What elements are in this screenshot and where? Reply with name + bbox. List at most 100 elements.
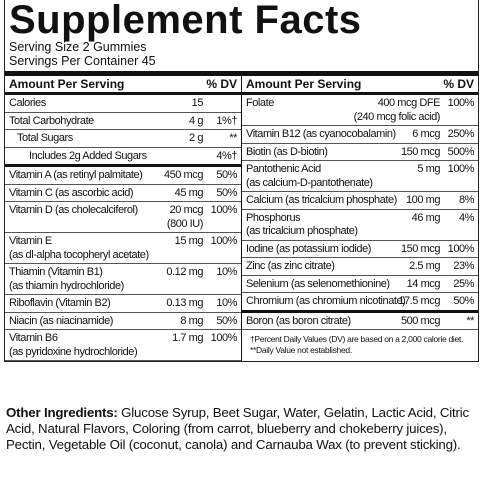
name-line: Calcium (as tricalcium phosphate) <box>246 194 397 206</box>
amount-line: 400 mcg DFE <box>377 97 441 109</box>
header-dv: % DV <box>443 77 474 91</box>
name-line: Vitamin D (as cholecalciferol) <box>9 204 138 216</box>
name-line: Vitamin B6 <box>9 332 58 344</box>
nutrient-name: Niacin (as niacinamide) <box>9 315 177 329</box>
nutrient-amount: 14 mcg <box>404 277 441 292</box>
amount-line: 46 mg <box>411 211 441 224</box>
nutrient-amount: 2.5 mg <box>406 260 440 274</box>
nutrient-amount: 500 mcg <box>398 315 440 329</box>
nutrient-row: Folate 400 mcg DFE (240 mcg folic acid) 100… <box>242 95 478 126</box>
nutrient-row: Chromium (as chromium nicotinate) 17.5 mc… <box>242 293 478 313</box>
nutrient-name: Riboflavin (Vitamin B2) <box>9 297 163 311</box>
nutrient-dv: 8% <box>440 194 474 208</box>
amount-line: 45 mg <box>174 186 204 199</box>
nutrient-name: Vitamin D (as cholecalciferol) <box>9 204 164 231</box>
name-line: (as pyridoxine hydrochloride) <box>9 345 138 358</box>
dv-value: 4%† <box>216 149 237 162</box>
nutrient-dv: 100% <box>203 204 238 231</box>
nutrient-amount: 45 mg <box>172 186 204 201</box>
nutrient-row: Pantothenic Acid (as calcium-D-pantothena… <box>242 161 478 192</box>
nutrient-name: Calcium (as tricalcium phosphate) <box>246 194 403 208</box>
nutrient-amount: 0.12 mg <box>163 266 203 293</box>
nutrient-columns: Amount Per Serving % DV Calories 15 Total Ca… <box>5 76 478 361</box>
amount-line: 150 mcg <box>400 242 440 255</box>
nutrient-row: Vitamin C (as ascorbic acid) 45 mg 50% <box>5 185 241 202</box>
nutrient-name: Phosphorus (as tricalcium phosphate) <box>246 212 409 239</box>
amount-line: 8 mg <box>180 314 203 327</box>
nutrient-amount: 5 mg <box>414 163 440 190</box>
nutrient-name: Biotin (as D-biotin) <box>246 146 398 160</box>
nutrient-row: Selenium (as selenomethionine) 14 mcg 25% <box>242 276 478 293</box>
nutrient-name: Selenium (as selenomethionine) <box>246 278 404 292</box>
dv-value: 50% <box>216 314 237 327</box>
nutrient-amount: 15 mg <box>172 235 204 262</box>
dv-value: 25% <box>453 277 474 290</box>
nutrient-amount: 150 mcg <box>398 146 440 160</box>
nutrient-row: Iodine (as potassium iodide) 150 mcg 100% <box>242 241 478 258</box>
dv-value: 10% <box>216 297 237 309</box>
nutrient-amount: 15 <box>189 97 204 111</box>
name-line: Phosphorus <box>246 211 301 224</box>
nutrient-amount: 17.5 mcg <box>395 295 440 309</box>
amount-line: 0.13 mg <box>166 297 203 309</box>
footnote: †Percent Daily Values (DV) are based on … <box>250 334 464 344</box>
nutrient-dv: 100% <box>203 332 238 359</box>
nutrient-name: Thiamin (Vitamin B1) (as thiamin hydrochl… <box>9 266 163 293</box>
nutrient-dv: 1%† <box>203 115 237 129</box>
amount-line: 14 mcg <box>406 277 441 290</box>
dv-value: 10% <box>216 266 237 278</box>
amount-line: 2.5 mg <box>409 260 440 272</box>
nutrient-amount: 46 mg <box>409 211 441 239</box>
name-line: Zinc (as zinc citrate) <box>246 260 335 272</box>
nutrient-row: Vitamin B6 (as pyridoxine hydrochloride) 1… <box>5 330 241 361</box>
dv-value: 100% <box>210 332 238 344</box>
nutrient-row: Calcium (as tricalcium phosphate) 100 mg 8… <box>242 192 478 210</box>
dv-value: 500% <box>447 145 475 158</box>
dv-value: 100% <box>210 204 238 216</box>
amount-line: 0.12 mg <box>166 266 203 278</box>
nutrient-row: Phosphorus (as tricalcium phosphate) 46 mg… <box>242 210 478 241</box>
nutrient-amount: 0.13 mg <box>163 297 203 311</box>
dv-value: 1%† <box>216 114 237 127</box>
nutrient-name: Includes 2g Added Sugars <box>9 150 200 164</box>
dv-value: 100% <box>447 242 475 255</box>
dv-value: 100% <box>447 97 475 109</box>
name-line: Vitamin C (as ascorbic acid) <box>9 186 134 199</box>
nutrient-amount: 4 g <box>186 115 203 129</box>
nutrient-name: Iodine (as potassium iodide) <box>246 243 398 257</box>
nutrient-name: Boron (as boron citrate) <box>246 315 398 329</box>
dv-value: ** <box>229 132 237 144</box>
name-line: (as calcium-D-pantothenate) <box>246 176 373 189</box>
nutrient-name: Total Sugars <box>9 132 186 146</box>
dv-value: 8% <box>459 194 474 206</box>
nutrient-row: Calories 15 <box>5 95 241 113</box>
nutrient-name: Vitamin B6 (as pyridoxine hydrochloride) <box>9 332 169 359</box>
nutrient-dv: 100% <box>440 163 475 190</box>
nutrient-amount: 6 mcg <box>409 128 440 142</box>
name-line: (as dl-alpha tocopheryl acetate) <box>9 248 149 261</box>
dv-value: 23% <box>453 260 474 272</box>
dv-value: 100% <box>447 163 475 175</box>
nutrient-row: Includes 2g Added Sugars 4%† <box>5 148 241 167</box>
name-line: Biotin (as D-biotin) <box>246 145 328 158</box>
nutrient-name: Chromium (as chromium nicotinate) <box>246 295 406 309</box>
name-line: Total Carbohydrate <box>9 114 94 127</box>
nutrient-name: Pantothenic Acid (as calcium-D-pantothena… <box>246 163 414 190</box>
nutrient-row: Vitamin B12 (as cyanocobalamin) 6 mcg 250% <box>242 126 478 144</box>
name-line: Vitamin E <box>9 235 52 247</box>
dv-value: 100% <box>210 235 238 247</box>
name-line: Calories <box>9 97 46 109</box>
dv-value: 50% <box>216 169 237 181</box>
supplement-facts-label: Supplement Facts Serving Size 2 Gummies … <box>4 0 479 362</box>
nutrient-dv: 500% <box>440 145 475 160</box>
nutrient-dv: ** <box>440 315 474 329</box>
amount-line: 6 mcg <box>412 128 440 140</box>
name-line: Selenium (as selenomethionine) <box>246 277 390 290</box>
nutrient-amount: 8 mg <box>177 315 203 329</box>
nutrient-name: Calories <box>9 97 189 111</box>
dv-value: 50% <box>453 295 474 307</box>
header-amount: Amount Per Serving <box>246 77 362 91</box>
nutrient-row: Total Carbohydrate 4 g 1%† <box>5 113 241 130</box>
nutrient-dv: 100% <box>440 242 475 257</box>
